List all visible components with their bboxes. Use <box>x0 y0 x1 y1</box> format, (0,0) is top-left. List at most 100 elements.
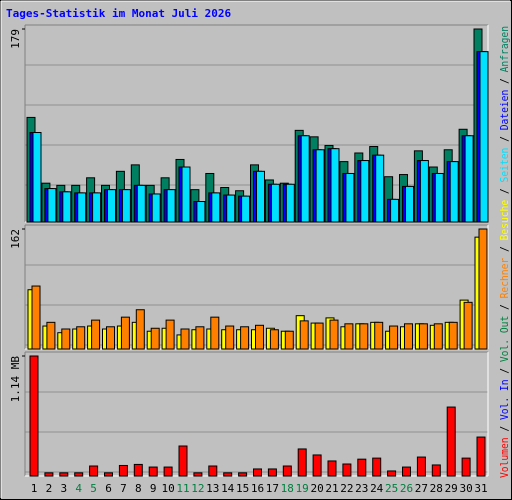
bar <box>389 325 399 350</box>
bar <box>91 319 101 350</box>
plot-area <box>25 352 488 476</box>
x-tick-label: 1 <box>31 482 38 495</box>
x-tick-label: 27 <box>415 482 428 495</box>
bar <box>241 195 251 223</box>
bar <box>285 183 295 223</box>
bar <box>61 328 71 350</box>
bar <box>120 316 130 350</box>
bar <box>148 466 158 477</box>
x-tick-label: 4 <box>75 482 82 495</box>
bar <box>226 194 236 223</box>
bar <box>476 436 486 477</box>
legend-separator: / <box>498 240 511 257</box>
bar <box>121 189 131 223</box>
x-tick-label: 3 <box>60 482 67 495</box>
bar <box>297 448 307 477</box>
bar <box>463 301 473 350</box>
bar <box>434 172 444 223</box>
bar <box>151 193 161 223</box>
bar <box>372 457 382 477</box>
bar <box>193 472 203 477</box>
bar <box>461 457 471 477</box>
legend-entry: Rechner <box>498 257 511 298</box>
y-tick-label: 1.14 MB <box>9 356 22 403</box>
bar <box>433 323 443 350</box>
bar <box>150 327 160 350</box>
bar <box>418 323 428 350</box>
x-tick-label: 14 <box>221 482 235 495</box>
legend-separator: / <box>498 420 511 437</box>
bar <box>76 326 86 350</box>
legend-entry: Seiten <box>498 148 511 183</box>
bar <box>133 463 143 477</box>
bar <box>92 192 102 223</box>
x-tick-label: 16 <box>251 482 264 495</box>
bar <box>360 160 370 223</box>
bar <box>314 322 324 350</box>
bar <box>282 465 292 477</box>
x-tick-label: 23 <box>355 482 368 495</box>
bar <box>106 326 115 350</box>
bar <box>357 458 367 477</box>
y-tick-label: 162 <box>9 229 22 249</box>
bar <box>416 456 426 477</box>
x-tick-label: 17 <box>266 482 279 495</box>
bar <box>47 188 57 223</box>
bar <box>208 465 218 477</box>
legend-entry: Besuche <box>498 200 511 241</box>
legend-separator: / <box>498 362 511 379</box>
legend-separator: / <box>498 298 511 315</box>
x-tick-label: 12 <box>191 482 204 495</box>
bar <box>104 472 113 477</box>
bar <box>269 329 279 350</box>
x-tick-label: 13 <box>206 482 219 495</box>
bar <box>315 149 325 223</box>
bar <box>89 465 99 477</box>
x-tick-label: 25 <box>385 482 398 495</box>
bar <box>225 325 235 350</box>
legend-separator: / <box>498 130 511 147</box>
x-tick-label: 5 <box>90 482 97 495</box>
bar <box>62 191 72 223</box>
bar <box>375 154 385 223</box>
bar <box>255 324 264 350</box>
bar <box>267 468 277 477</box>
x-tick-label: 31 <box>474 482 487 495</box>
x-tick-label: 8 <box>135 482 142 495</box>
x-tick-label: 6 <box>105 482 112 495</box>
bar <box>223 472 233 477</box>
bar <box>284 330 294 350</box>
bar <box>342 463 352 477</box>
bar <box>31 285 41 350</box>
bar <box>390 198 400 223</box>
x-tick-label: 29 <box>445 482 458 495</box>
bar <box>253 468 262 477</box>
bar <box>166 189 176 223</box>
bar <box>327 460 337 477</box>
bar <box>431 464 441 477</box>
bar <box>449 161 459 223</box>
bar <box>446 406 456 477</box>
bar <box>345 172 355 223</box>
x-tick-label: 26 <box>400 482 413 495</box>
bar <box>59 472 69 477</box>
legend-entry: Anfragen <box>498 26 511 72</box>
bar <box>330 148 340 223</box>
bar <box>299 320 309 350</box>
x-tick-label: 30 <box>459 482 472 495</box>
bar <box>387 470 397 477</box>
bar <box>404 323 413 350</box>
bar <box>165 319 175 350</box>
bar <box>210 316 220 350</box>
x-tick-label: 21 <box>325 482 338 495</box>
bar <box>344 323 354 350</box>
bar <box>211 192 221 223</box>
legend-separator: / <box>498 182 511 199</box>
bar <box>240 326 250 350</box>
x-tick-label: 22 <box>340 482 353 495</box>
bar <box>359 323 369 350</box>
bar <box>135 309 145 350</box>
legend-entry: Dateien <box>498 90 511 131</box>
bar <box>163 466 173 477</box>
bar <box>46 321 56 350</box>
